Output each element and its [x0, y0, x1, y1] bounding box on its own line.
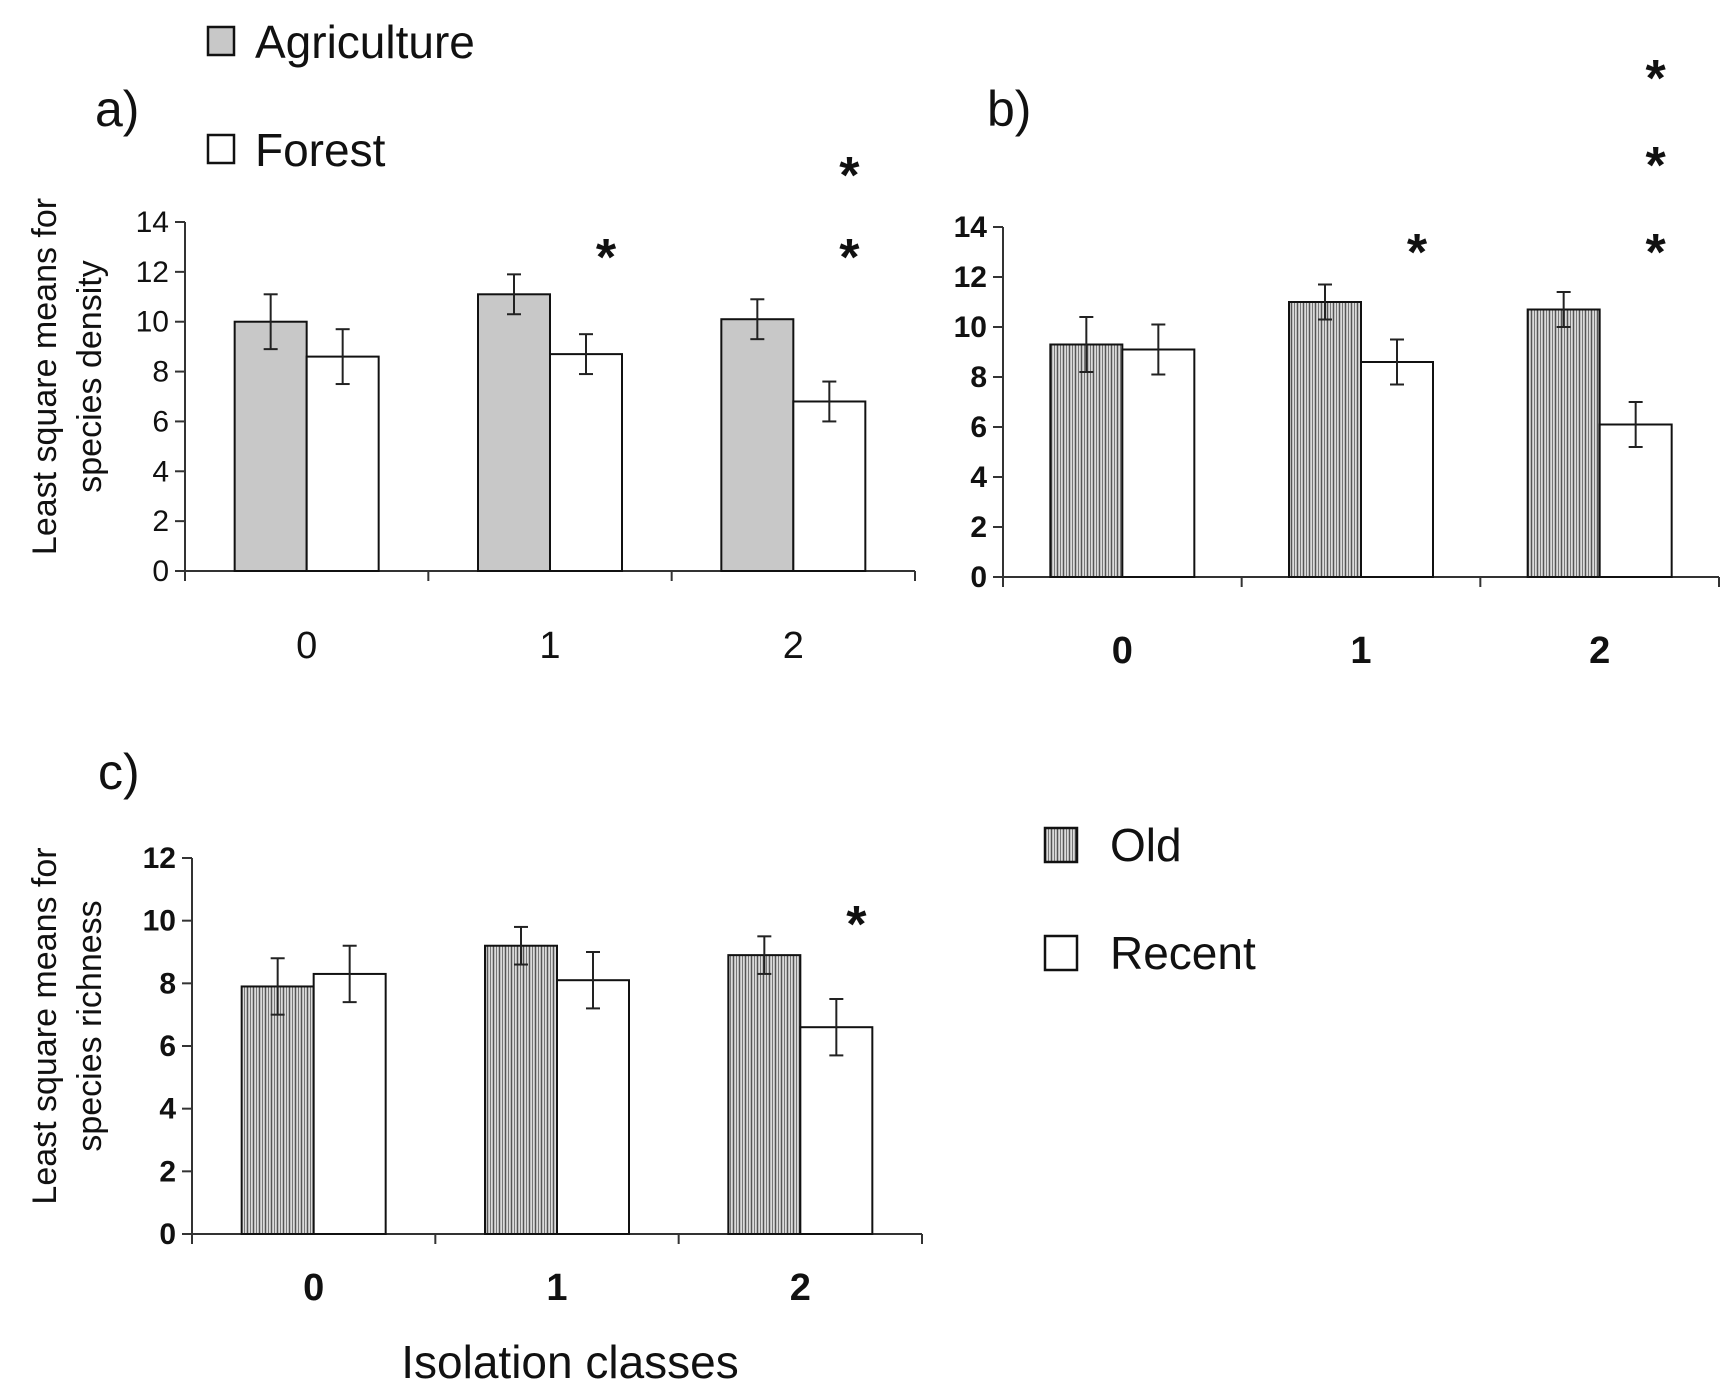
x-tick-label: 2 [790, 1267, 811, 1309]
bar-old [484, 944, 558, 1235]
y-tick-label: 0 [152, 555, 169, 588]
legend-label-recent: Recent [1110, 927, 1256, 979]
bar-recent [1121, 348, 1196, 578]
y-tick-label: 14 [954, 211, 988, 244]
bar-old [240, 985, 315, 1236]
panel-b-chart: b) 0 2 4 6 8 10 12 14 0 1 * 2 * * * [954, 50, 1720, 672]
x-tick-label: 1 [539, 625, 560, 667]
bar-forest [792, 400, 867, 572]
significance-star: * [846, 896, 867, 954]
significance-star: * [839, 147, 860, 205]
x-tick-label: 2 [1589, 630, 1610, 672]
y-tick-label: 0 [970, 561, 987, 594]
legend-label-old: Old [1110, 819, 1182, 871]
bar-agriculture [720, 318, 795, 572]
legend-swatch-old [1043, 826, 1079, 864]
y-tick-label: 2 [970, 511, 987, 544]
y-tick-label: 2 [152, 505, 169, 538]
y-axis-title: Least square means for [26, 198, 64, 555]
bar-forest [305, 355, 380, 572]
x-tick-label: 1 [1350, 630, 1371, 672]
x-tick-label: 0 [303, 1267, 324, 1309]
y-tick-label: 8 [970, 361, 987, 394]
legend-swatch-recent [1043, 934, 1079, 972]
y-tick-label: 6 [970, 411, 987, 444]
y-tick-label: 10 [136, 306, 169, 339]
legend-bottom: Old Recent [1043, 819, 1256, 979]
x-tick-label: 0 [296, 625, 317, 667]
y-axis-title: species density [71, 260, 109, 492]
y-tick-label: 0 [159, 1218, 176, 1251]
significance-star: * [1407, 224, 1428, 282]
panel-label: b) [987, 81, 1031, 137]
y-tick-label: 4 [152, 455, 169, 488]
y-tick-label: 4 [970, 461, 987, 494]
legend-label-forest: Forest [255, 124, 386, 176]
significance-star: * [1646, 224, 1667, 282]
bar-old [1288, 301, 1362, 578]
bar-recent [556, 979, 630, 1236]
legend-top: Agriculture Forest [206, 16, 475, 176]
bar-recent [799, 1026, 874, 1235]
legend-label-agriculture: Agriculture [255, 16, 475, 68]
legend-swatch-agriculture [206, 25, 236, 57]
legend-swatch-forest [206, 133, 236, 165]
panel-label: a) [95, 81, 139, 137]
bar-agriculture [233, 320, 308, 573]
y-tick-label: 12 [136, 256, 169, 289]
y-axis-title: species richness [71, 900, 109, 1151]
y-axis-title: Least square means for [26, 847, 64, 1204]
y-tick-label: 6 [152, 405, 169, 438]
panel-label: c) [98, 744, 140, 800]
significance-star: * [1646, 50, 1667, 108]
y-tick-label: 12 [954, 261, 987, 294]
bar-old [727, 954, 802, 1236]
bar-recent [1360, 361, 1434, 578]
significance-star: * [839, 229, 860, 287]
bar-recent [312, 972, 387, 1236]
x-axis-title: Isolation classes [401, 1336, 739, 1388]
x-tick-label: 1 [546, 1267, 567, 1309]
y-tick-label: 2 [159, 1155, 176, 1188]
y-tick-label: 6 [159, 1030, 176, 1063]
panel-a-chart: a) Least square means for species density 0… [26, 81, 916, 667]
bar-old [1049, 343, 1124, 578]
significance-star: * [596, 229, 617, 287]
y-tick-label: 8 [152, 356, 169, 389]
bar-old [1526, 308, 1601, 578]
panel-c-chart: c) Least square means for species richness… [26, 744, 923, 1309]
x-tick-label: 0 [1112, 630, 1133, 672]
y-tick-label: 12 [143, 842, 176, 875]
bar-forest [549, 353, 623, 572]
x-tick-label: 2 [783, 625, 804, 667]
significance-star: * [1646, 137, 1667, 195]
y-tick-label: 14 [136, 206, 169, 239]
bar-agriculture [477, 293, 551, 572]
y-tick-label: 10 [954, 311, 987, 344]
y-tick-label: 10 [143, 905, 176, 938]
y-tick-label: 4 [159, 1093, 176, 1126]
y-tick-label: 8 [159, 967, 176, 1000]
